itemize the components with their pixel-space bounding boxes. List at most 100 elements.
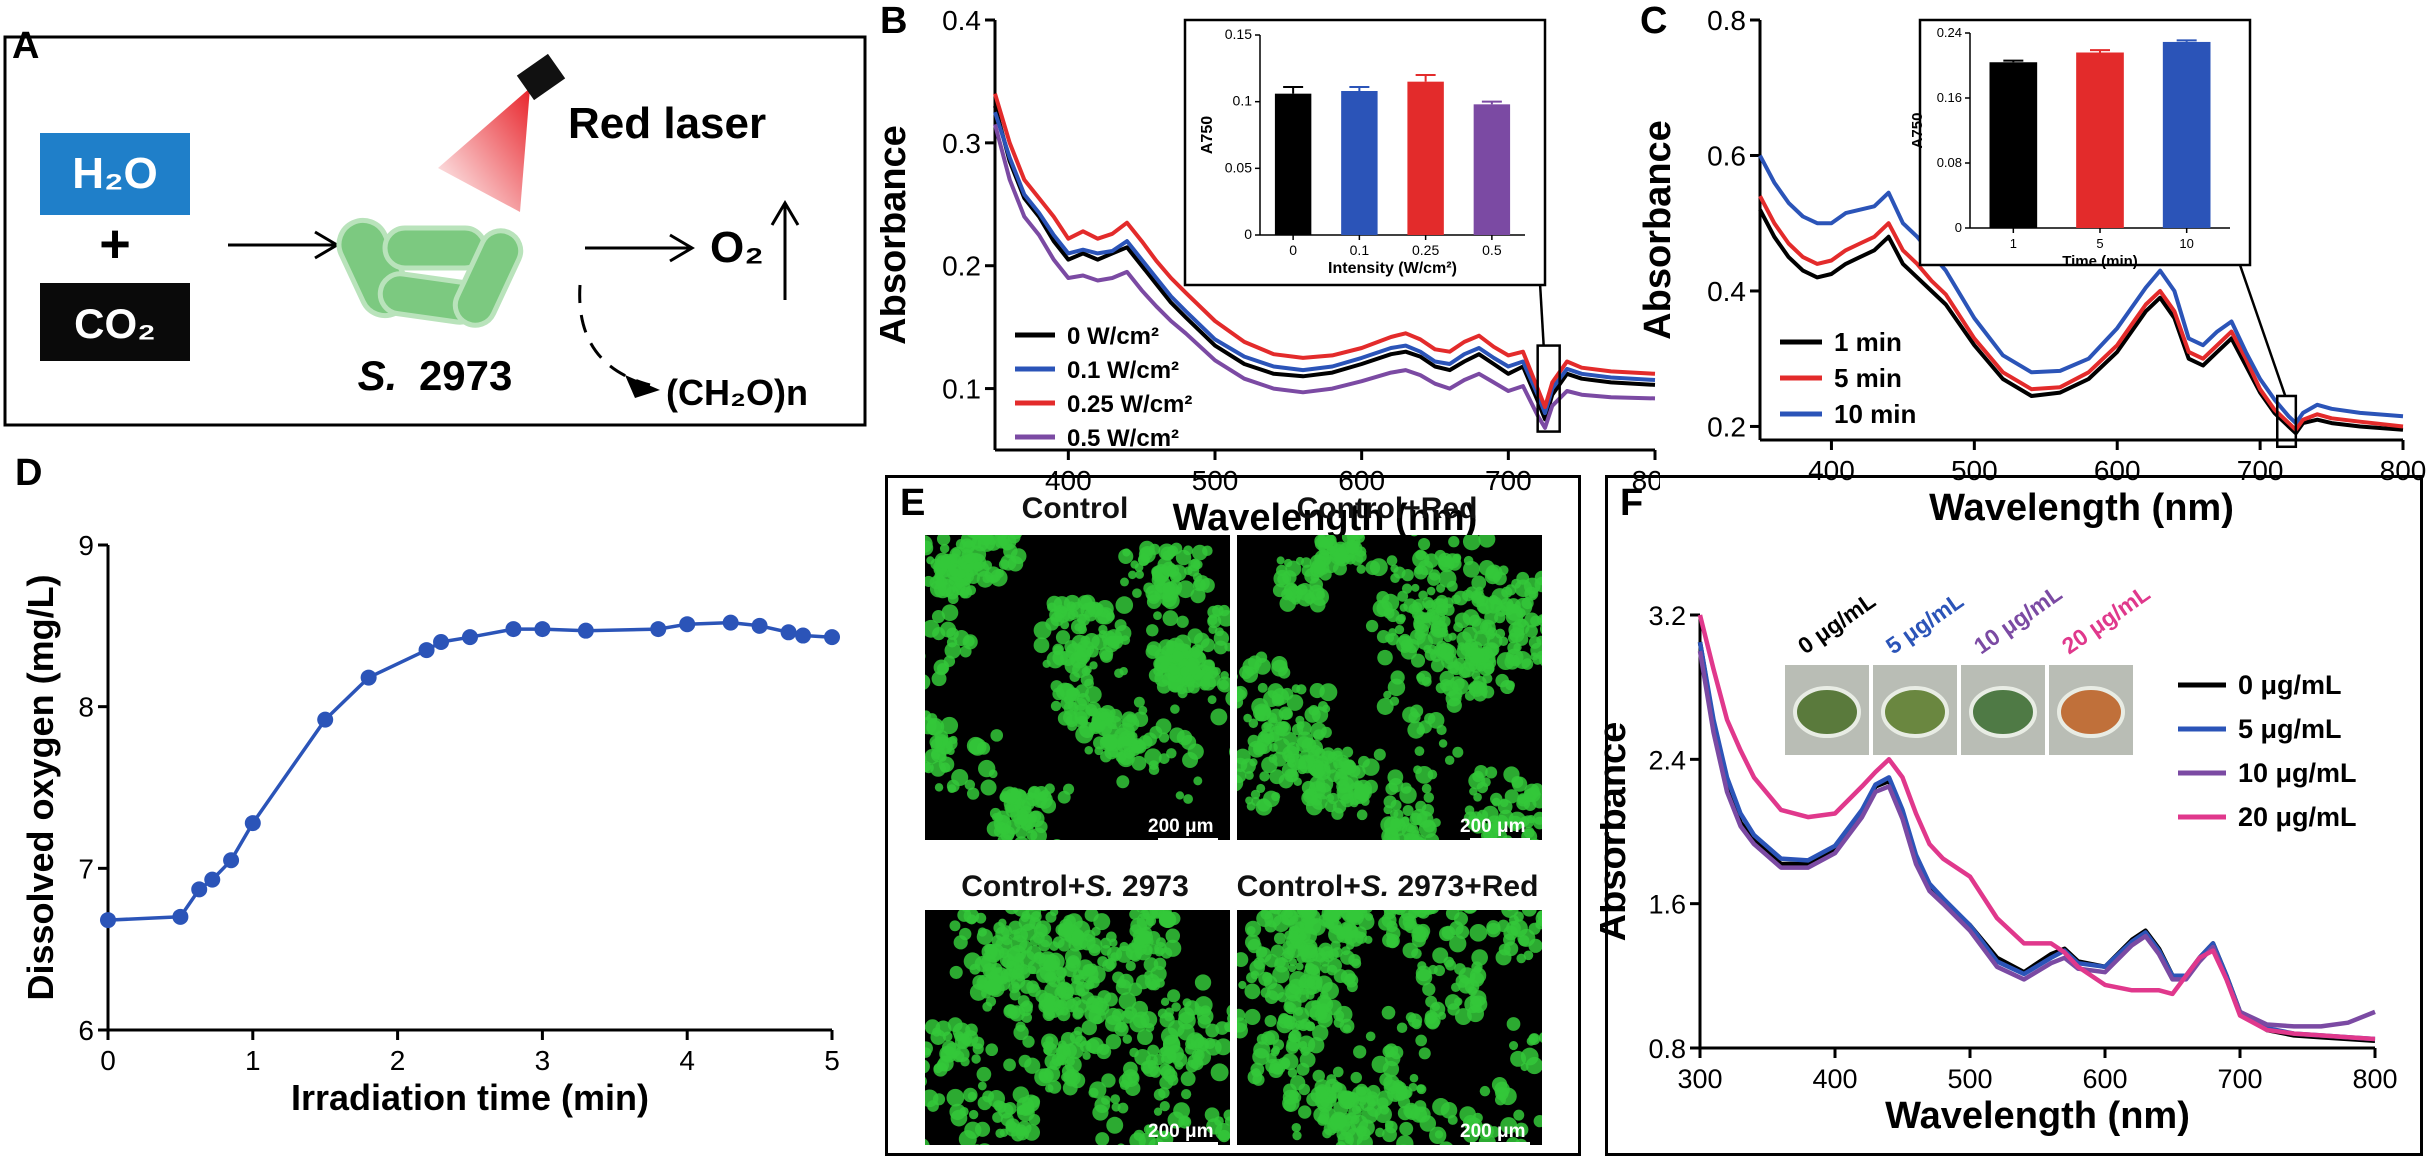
micrograph-cell bbox=[929, 735, 942, 748]
micrograph-cell bbox=[1176, 616, 1188, 628]
micrograph-cell bbox=[1167, 989, 1180, 1002]
micrograph-cell bbox=[989, 769, 998, 778]
chart-d-data-point bbox=[723, 615, 739, 631]
micrograph-cell bbox=[1411, 948, 1422, 959]
micrograph-cell bbox=[1315, 764, 1323, 772]
micrograph-cell bbox=[1497, 652, 1515, 670]
organism-number: 2973 bbox=[419, 352, 512, 399]
scale-bar-label-1: 200 μm bbox=[1148, 816, 1214, 838]
micrograph-cell bbox=[1305, 963, 1315, 973]
dashed-arrow-to-carbohydrate bbox=[580, 285, 650, 385]
label-control-s2973-red: Control+S. 2973+Red bbox=[1225, 870, 1550, 904]
micrograph-cell bbox=[1439, 926, 1454, 941]
micrograph-cell bbox=[995, 1101, 1007, 1113]
chart-b-y-tick-label: 0.4 bbox=[942, 5, 981, 36]
chart-c-inset-y-label: A750 bbox=[1909, 113, 1926, 149]
micrograph-cell bbox=[1310, 683, 1325, 698]
panel-a-letter: A bbox=[12, 25, 39, 67]
label-control-red: Control+Red bbox=[1237, 492, 1537, 526]
chart-c-inset-bar-0 bbox=[1990, 62, 2038, 228]
micrograph-cell bbox=[935, 553, 951, 569]
micrograph-cell bbox=[1159, 732, 1169, 742]
micrograph-cell bbox=[1288, 964, 1296, 972]
micrograph-cell bbox=[1116, 752, 1127, 763]
chart-b-inset-x-tick-label: 0.5 bbox=[1482, 242, 1502, 258]
micrograph-cell bbox=[1029, 1114, 1041, 1126]
micrograph-cell bbox=[930, 576, 943, 589]
micrograph-cell bbox=[1099, 646, 1113, 660]
micrograph-cell bbox=[1343, 1024, 1351, 1032]
micrograph-cell bbox=[1134, 697, 1145, 708]
chart-c-legend-label-0: 1 min bbox=[1834, 327, 1902, 357]
micrograph-cell bbox=[926, 556, 934, 564]
chart-d-x-axis-label: Irradiation time (min) bbox=[291, 1077, 649, 1118]
micrograph-cell bbox=[1463, 609, 1480, 626]
micrograph-cell bbox=[1278, 667, 1290, 679]
panel-c-letter: C bbox=[1640, 0, 1667, 43]
chart-c-inset-x-label: Time (min) bbox=[2062, 253, 2138, 270]
chart-b-y-tick-label: 0.3 bbox=[942, 128, 981, 159]
micrograph-cell bbox=[1321, 727, 1332, 738]
micrograph-cell bbox=[1251, 971, 1260, 980]
micrograph-cell bbox=[1317, 1003, 1330, 1016]
micrograph-cell bbox=[1274, 958, 1289, 973]
micrograph-cell bbox=[1259, 771, 1269, 781]
micrograph-cell bbox=[947, 784, 956, 793]
chart-d-data-point bbox=[433, 634, 449, 650]
micrograph-cell bbox=[1405, 824, 1414, 833]
micrograph-cell bbox=[1022, 1036, 1034, 1048]
micrograph-cell bbox=[1267, 983, 1284, 1000]
scale-bar-label-3: 200 μm bbox=[1148, 1121, 1214, 1143]
micrograph-cell bbox=[1286, 742, 1299, 755]
oxygen-label: O₂ bbox=[710, 223, 764, 272]
micrograph-cell bbox=[1183, 998, 1192, 1007]
micrograph-cell bbox=[1180, 667, 1190, 677]
micrograph-cell bbox=[1208, 695, 1217, 704]
micrograph-cell bbox=[1439, 739, 1448, 748]
micrograph-cell bbox=[1116, 736, 1132, 752]
chart-b-y-tick-label: 0.1 bbox=[942, 374, 981, 405]
micrograph-cell bbox=[1306, 978, 1315, 987]
micrograph-cell bbox=[1474, 765, 1487, 778]
micrograph-cell bbox=[1256, 910, 1273, 927]
micrograph-cell bbox=[1188, 1054, 1203, 1069]
micrograph-cell bbox=[1258, 972, 1272, 986]
chart-d-y-tick-label: 6 bbox=[78, 1015, 94, 1046]
micrograph-cell bbox=[1301, 557, 1312, 568]
laser-beam bbox=[438, 88, 530, 212]
micrograph-cell bbox=[1333, 1067, 1344, 1078]
micrograph-cell bbox=[1455, 925, 1469, 939]
label-control-s2973-red-prefix: Control+ bbox=[1237, 870, 1361, 903]
chart-d-data-point bbox=[223, 852, 239, 868]
micrograph-cell bbox=[1105, 717, 1113, 725]
micrograph-cell bbox=[1292, 1131, 1301, 1140]
label-control-s2973-rest: 2973 bbox=[1114, 870, 1189, 903]
micrograph-cell bbox=[1484, 610, 1498, 624]
micrograph-cell bbox=[995, 1129, 1004, 1138]
scale-bar-2 bbox=[1470, 838, 1530, 842]
micrograph-cell bbox=[1115, 596, 1133, 614]
micrograph-cell bbox=[1525, 625, 1538, 638]
chart-b-callout-line bbox=[1540, 283, 1544, 346]
micrograph-cell bbox=[1469, 787, 1477, 795]
micrograph-control-s2973-red bbox=[1237, 910, 1542, 1145]
micrograph-cell bbox=[1436, 604, 1448, 616]
micrograph-cell bbox=[1530, 652, 1538, 660]
micrograph-cell bbox=[935, 783, 943, 791]
micrograph-cell bbox=[1161, 1027, 1178, 1044]
micrograph-cell bbox=[1084, 1005, 1101, 1022]
micrograph-cell bbox=[1244, 983, 1260, 999]
micrograph-cell bbox=[1053, 645, 1063, 655]
micrograph-cell bbox=[1283, 1016, 1297, 1030]
micrograph-cell bbox=[973, 562, 983, 572]
micrograph-cell bbox=[1402, 569, 1414, 581]
micrograph-cell bbox=[998, 919, 1006, 927]
micrograph-cell bbox=[964, 554, 973, 563]
micrograph-cell bbox=[1471, 590, 1485, 604]
micrograph-cell bbox=[1106, 612, 1115, 621]
chart-c-inset-bar-1 bbox=[2076, 53, 2124, 229]
micrograph-cell bbox=[1422, 597, 1434, 609]
micrograph-cell bbox=[1316, 952, 1326, 962]
chart-d-data-point bbox=[361, 670, 377, 686]
micrograph-cell bbox=[1263, 791, 1280, 808]
